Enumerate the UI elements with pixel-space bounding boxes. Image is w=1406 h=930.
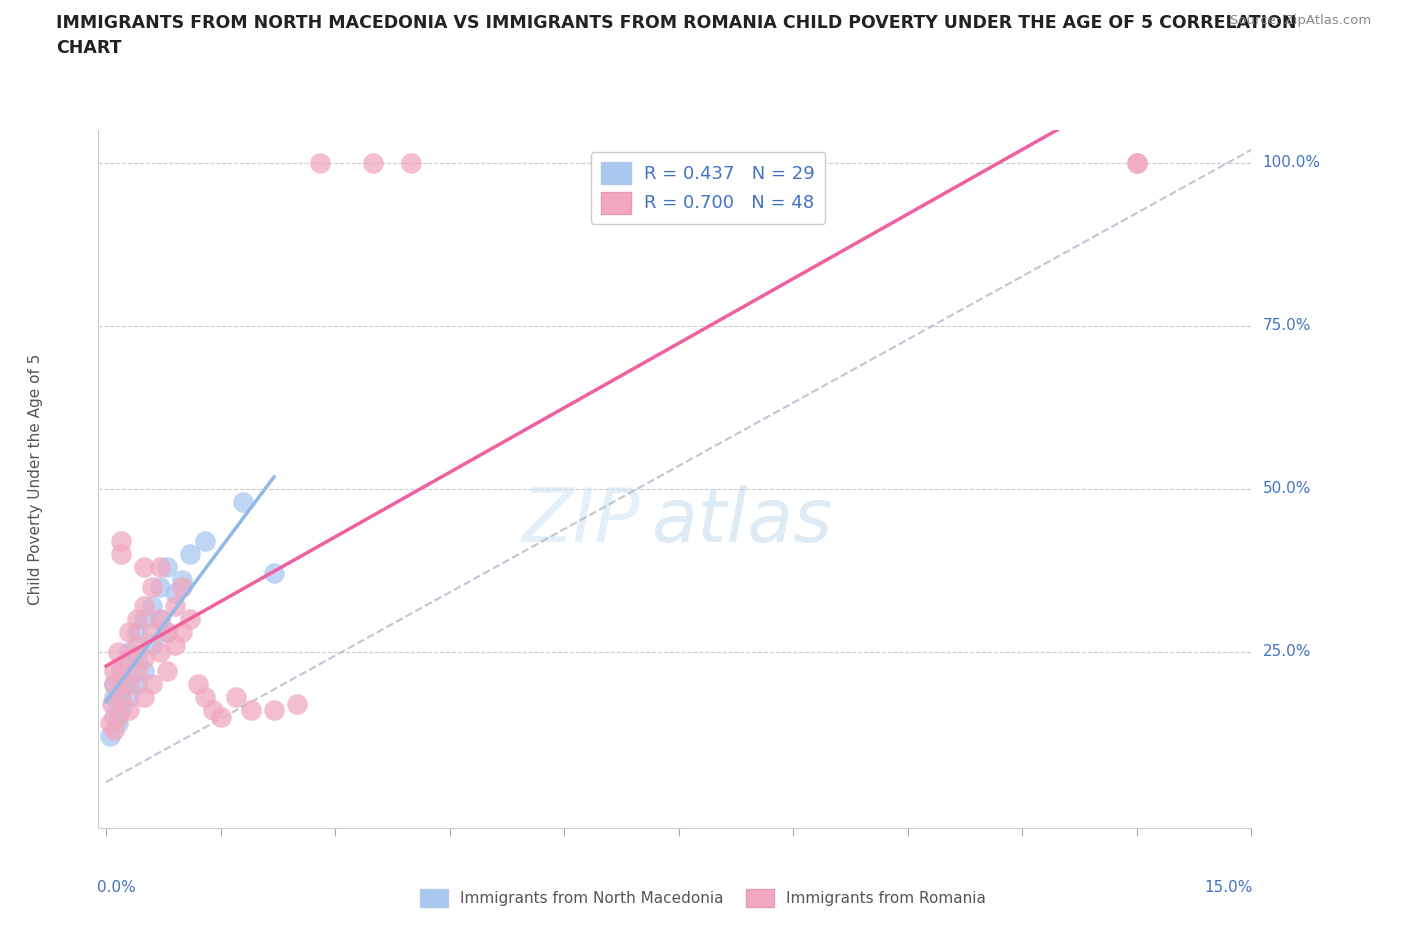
Point: [194, 690, 217, 705]
Point: [125, 677, 148, 692]
Point: [103, 690, 125, 705]
Point: [110, 664, 132, 679]
Point: [125, 612, 148, 627]
Text: 75.0%: 75.0%: [1263, 318, 1310, 333]
Text: 100.0%: 100.0%: [1263, 155, 1320, 170]
Point: [194, 534, 217, 549]
Point: [101, 697, 124, 711]
Text: Child Poverty Under the Age of 5: Child Poverty Under the Age of 5: [28, 353, 42, 604]
Point: [156, 625, 179, 640]
Point: [1126, 155, 1149, 170]
Legend: Immigrants from North Macedonia, Immigrants from Romania: Immigrants from North Macedonia, Immigra…: [413, 884, 993, 913]
Point: [179, 547, 201, 562]
Point: [209, 710, 232, 724]
Point: [110, 534, 132, 549]
Text: atlas: atlas: [652, 485, 834, 557]
Point: [232, 495, 254, 510]
Point: [148, 612, 170, 627]
Point: [163, 586, 186, 601]
Point: [163, 638, 186, 653]
Point: [308, 155, 330, 170]
Point: [134, 651, 156, 666]
Point: [156, 664, 179, 679]
Point: [148, 644, 170, 659]
Point: [103, 723, 125, 737]
Point: [118, 644, 141, 659]
Point: [98, 729, 121, 744]
Point: [118, 651, 141, 666]
Text: 25.0%: 25.0%: [1263, 644, 1310, 659]
Point: [141, 579, 163, 594]
Text: Source: ZipAtlas.com: Source: ZipAtlas.com: [1230, 14, 1371, 27]
Point: [148, 560, 170, 575]
Point: [141, 638, 163, 653]
Point: [361, 155, 384, 170]
Point: [118, 690, 141, 705]
Point: [110, 684, 132, 698]
Point: [125, 651, 148, 666]
Point: [225, 690, 247, 705]
Point: [103, 677, 125, 692]
Point: [141, 599, 163, 614]
Point: [107, 697, 129, 711]
Point: [148, 579, 170, 594]
Point: [148, 612, 170, 627]
Text: CHART: CHART: [56, 39, 122, 57]
Point: [110, 690, 132, 705]
Point: [263, 703, 285, 718]
Point: [172, 579, 194, 594]
Point: [172, 573, 194, 588]
Text: 0.0%: 0.0%: [97, 880, 136, 895]
Point: [163, 599, 186, 614]
Point: [98, 716, 121, 731]
Point: [107, 716, 129, 731]
Point: [125, 664, 148, 679]
Point: [103, 710, 125, 724]
Point: [107, 710, 129, 724]
Point: [172, 625, 194, 640]
Point: [285, 697, 308, 711]
Point: [156, 560, 179, 575]
Point: [118, 671, 141, 685]
Point: [401, 155, 423, 170]
Point: [118, 677, 141, 692]
Point: [110, 664, 132, 679]
Point: [263, 566, 285, 581]
Text: 15.0%: 15.0%: [1204, 880, 1253, 895]
Point: [187, 677, 209, 692]
Legend: R = 0.437   N = 29, R = 0.700   N = 48: R = 0.437 N = 29, R = 0.700 N = 48: [591, 153, 825, 223]
Point: [107, 644, 129, 659]
Point: [156, 625, 179, 640]
Point: [240, 703, 263, 718]
Point: [125, 638, 148, 653]
Point: [141, 625, 163, 640]
Point: [118, 625, 141, 640]
Point: [201, 703, 224, 718]
Point: [110, 703, 132, 718]
Point: [141, 677, 163, 692]
Point: [134, 664, 156, 679]
Point: [179, 612, 201, 627]
Point: [134, 560, 156, 575]
Text: IMMIGRANTS FROM NORTH MACEDONIA VS IMMIGRANTS FROM ROMANIA CHILD POVERTY UNDER T: IMMIGRANTS FROM NORTH MACEDONIA VS IMMIG…: [56, 14, 1296, 32]
Text: ZIP: ZIP: [522, 485, 640, 557]
Point: [103, 677, 125, 692]
Point: [134, 599, 156, 614]
Point: [125, 625, 148, 640]
Point: [103, 664, 125, 679]
Point: [134, 612, 156, 627]
Point: [1126, 155, 1149, 170]
Text: 50.0%: 50.0%: [1263, 481, 1310, 497]
Point: [110, 547, 132, 562]
Point: [118, 703, 141, 718]
Point: [134, 690, 156, 705]
